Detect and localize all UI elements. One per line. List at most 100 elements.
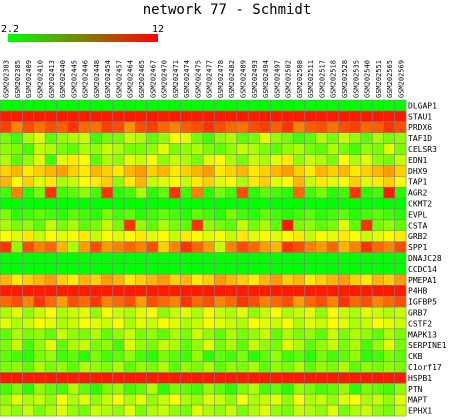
heatmap-cell: [90, 176, 102, 188]
heatmap-cell: [304, 219, 317, 232]
heatmap-cell: [169, 121, 181, 133]
heatmap-cell: [225, 361, 238, 373]
heatmap-cell: [304, 132, 317, 144]
heatmap-cell: [135, 198, 147, 210]
heatmap-cell: [33, 143, 46, 155]
heatmap-cell: [360, 219, 373, 232]
heatmap-cell: [78, 394, 91, 406]
heatmap-cell: [304, 317, 317, 330]
heatmap-cell: [225, 394, 238, 406]
heatmap-cell: [78, 274, 91, 286]
heatmap-cell: [45, 230, 57, 242]
heatmap-cell: [259, 121, 271, 133]
heatmap-cell: [90, 263, 102, 275]
heatmap-cell: [248, 219, 260, 232]
heatmap-cell: [281, 176, 294, 188]
heatmap-cell: [248, 230, 260, 242]
column-label: GSM202471: [172, 60, 180, 98]
heatmap-cell: [157, 198, 170, 210]
heatmap-cell: [383, 187, 396, 199]
row-label: P4HB: [408, 287, 427, 296]
heatmap-cell: [11, 317, 23, 330]
heatmap-cell: [315, 405, 328, 417]
heatmap-cell: [327, 165, 339, 177]
heatmap-cell: [45, 187, 57, 199]
heatmap-cell: [191, 230, 204, 242]
heatmap-cell: [248, 143, 260, 155]
heatmap-cell: [338, 100, 350, 112]
heatmap-cell: [11, 361, 23, 373]
row-label: DNAJC28: [408, 254, 442, 263]
heatmap-cell: [281, 317, 294, 330]
column-label: GSM202464: [127, 60, 135, 98]
heatmap-cell: [78, 241, 91, 253]
heatmap-cell: [349, 219, 362, 232]
heatmap-cell: [349, 100, 362, 112]
heatmap-cell: [124, 274, 136, 286]
heatmap-cell: [394, 339, 407, 351]
heatmap-cell: [157, 132, 170, 144]
heatmap-cell: [394, 405, 407, 417]
heatmap-cell: [157, 285, 170, 297]
heatmap-cell: [338, 110, 350, 123]
heatmap-cell: [146, 317, 159, 330]
heatmap-cell: [270, 274, 283, 286]
heatmap-cell: [67, 230, 80, 242]
heatmap-cell: [394, 307, 407, 319]
heatmap-cell: [33, 165, 46, 177]
heatmap-cell: [327, 328, 339, 341]
heatmap-cell: [349, 187, 362, 199]
heatmap-cell: [135, 121, 147, 133]
heatmap-cell: [281, 394, 294, 406]
column-label: GSM202517: [318, 60, 326, 98]
heatmap-cell: [248, 198, 260, 210]
heatmap-cell: [270, 339, 283, 351]
heatmap-cell: [293, 383, 305, 395]
heatmap-cell: [360, 143, 373, 155]
heatmap-cell: [225, 100, 238, 112]
heatmap-cell: [236, 187, 249, 199]
heatmap-cell: [0, 132, 12, 144]
heatmap-cell: [124, 350, 136, 362]
heatmap-cell: [236, 285, 249, 297]
heatmap-cell: [169, 339, 181, 351]
heatmap-cell: [281, 230, 294, 242]
heatmap-cell: [259, 219, 271, 232]
heatmap-cell: [0, 100, 12, 112]
heatmap-cell: [214, 394, 226, 406]
heatmap-cell: [45, 176, 57, 188]
heatmap-cell: [157, 350, 170, 362]
heatmap-cell: [124, 132, 136, 144]
heatmap-cell: [281, 285, 294, 297]
heatmap-cell: [304, 230, 317, 242]
heatmap-cell: [372, 252, 384, 264]
heatmap-cell: [67, 307, 80, 319]
heatmap-cell: [56, 307, 68, 319]
heatmap-cell: [248, 154, 260, 166]
heatmap-cell: [135, 328, 147, 341]
heatmap-cell: [0, 219, 12, 232]
heatmap-cell: [33, 100, 46, 112]
heatmap-cell: [293, 165, 305, 177]
heatmap-cell: [225, 252, 238, 264]
heatmap-cell: [236, 241, 249, 253]
column-label: GSM202565: [386, 60, 394, 98]
heatmap-cell: [90, 296, 102, 308]
heatmap-cell: [45, 361, 57, 373]
heatmap-cell: [259, 252, 271, 264]
heatmap-cell: [270, 241, 283, 253]
heatmap-cell: [248, 252, 260, 264]
heatmap-cell: [22, 296, 35, 308]
heatmap-cell: [169, 296, 181, 308]
heatmap-cell: [270, 317, 283, 330]
heatmap-cell: [372, 350, 384, 362]
heatmap-cell: [90, 219, 102, 232]
heatmap-cell: [169, 361, 181, 373]
heatmap-cell: [349, 176, 362, 188]
heatmap-cell: [349, 296, 362, 308]
heatmap-cell: [360, 317, 373, 330]
heatmap-cell: [203, 252, 215, 264]
heatmap-cell: [112, 307, 125, 319]
heatmap-cell: [124, 110, 136, 123]
heatmap-cell: [214, 100, 226, 112]
